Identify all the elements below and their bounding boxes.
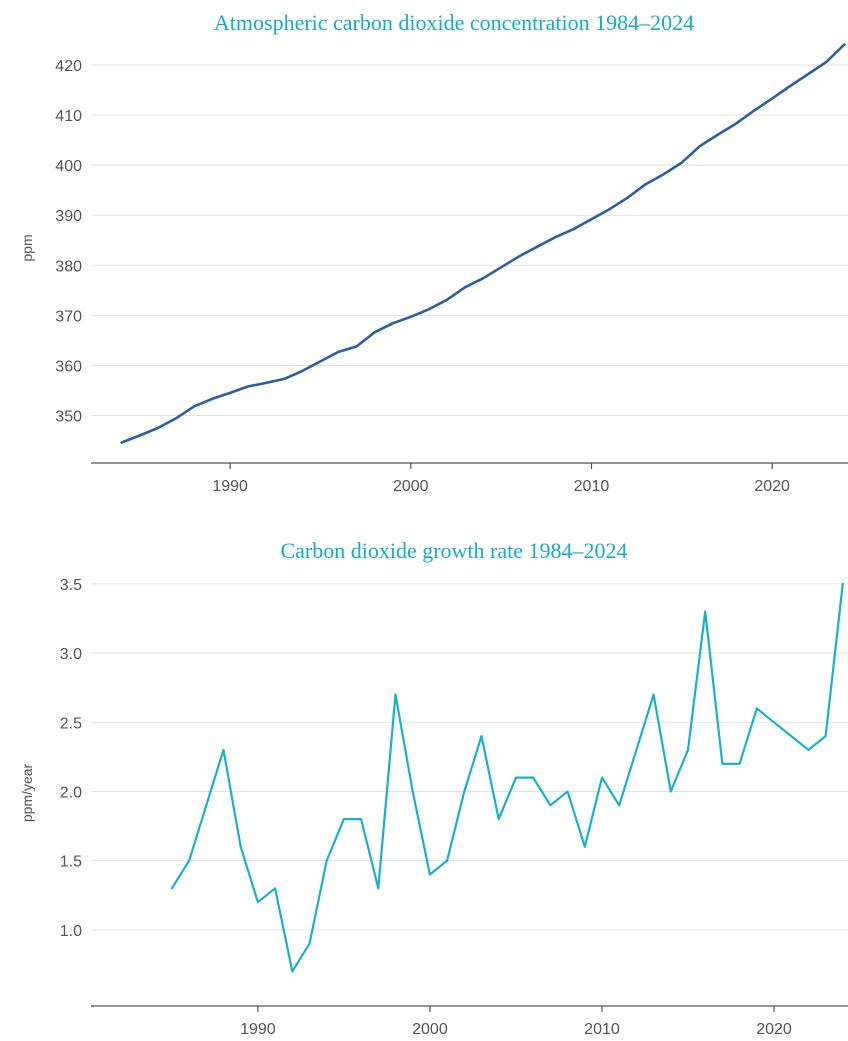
series-line xyxy=(170,582,844,973)
y-axis-label: ppm xyxy=(19,234,35,261)
y-tick-label: 2.5 xyxy=(60,715,82,732)
y-tick-label: 390 xyxy=(55,208,82,225)
y-tick-label: 400 xyxy=(55,158,82,175)
co2-growth-rate-svg: Carbon dioxide growth rate 1984–2024 1.0… xyxy=(19,538,848,1038)
y-tick-label: 2.0 xyxy=(60,784,82,801)
y-tick-label: 420 xyxy=(55,58,82,75)
y-tick-label: 380 xyxy=(55,258,82,275)
chart-title: Atmospheric carbon dioxide concentration… xyxy=(214,10,694,35)
x-tick-label: 1990 xyxy=(212,478,248,495)
co2-growth-rate-chart: Carbon dioxide growth rate 1984–2024 1.0… xyxy=(0,520,848,1041)
y-tick-label: 360 xyxy=(55,358,82,375)
x-tick-label: 2000 xyxy=(393,478,429,495)
x-tick-label: 2020 xyxy=(754,478,790,495)
x-tick-label: 2000 xyxy=(412,1021,448,1038)
chart-title: Carbon dioxide growth rate 1984–2024 xyxy=(280,538,627,563)
y-tick-label: 350 xyxy=(55,408,82,425)
co2-concentration-chart: Atmospheric carbon dioxide concentration… xyxy=(0,0,848,520)
co2-concentration-svg: Atmospheric carbon dioxide concentration… xyxy=(19,10,848,495)
y-tick-label: 370 xyxy=(55,308,82,325)
y-axis-label: ppm/year xyxy=(19,763,35,822)
y-tick-label: 1.0 xyxy=(60,923,82,940)
x-tick-label: 2010 xyxy=(584,1021,620,1038)
x-tick-label: 2010 xyxy=(574,478,610,495)
x-tick-label: 2020 xyxy=(756,1021,792,1038)
y-tick-label: 3.0 xyxy=(60,646,82,663)
y-tick-label: 410 xyxy=(55,108,82,125)
series-line xyxy=(120,43,846,444)
x-tick-label: 1990 xyxy=(240,1021,276,1038)
y-tick-label: 1.5 xyxy=(60,854,82,871)
y-tick-label: 3.5 xyxy=(60,577,82,594)
